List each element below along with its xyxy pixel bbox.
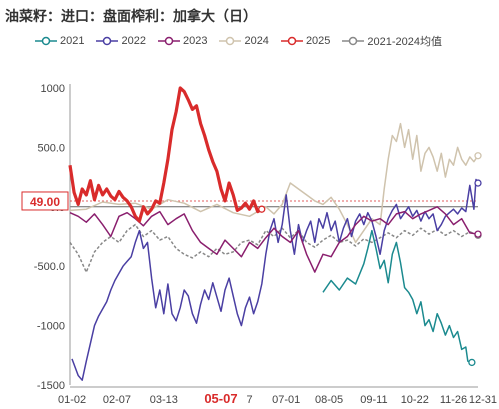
x-tick-label: 02-07 [103,394,131,406]
legend-label: 2025 [305,35,331,47]
x-tick-label: 11-26 [440,394,467,406]
current-value-label: 49.00 [30,195,60,209]
legend-label: 2024 [244,35,269,47]
series-group [68,86,482,381]
legend-item-2021-2024均值[interactable]: 2021-2024均值 [342,33,442,49]
legend-marker-icon [219,36,242,46]
legend-label: 2023 [182,35,208,47]
series-line-2021-2024均值 [69,223,479,273]
series-end-point [468,358,476,367]
series-line-2022 [71,178,479,381]
legend-item-2023[interactable]: 2023 [157,35,208,47]
y-tick-label: 1000 [41,83,65,95]
x-tick-label: 10-22 [401,394,429,406]
x-tick-label: 12-31 [469,394,497,406]
legend-marker-icon [35,36,57,46]
x-tick-label-highlighted: 05-07 [204,391,237,406]
series-line-2021 [322,229,473,364]
x-tick-label: 03-13 [150,394,178,406]
x-tick-label: 07-01 [272,394,300,406]
y-tick-label: -1500 [37,380,65,392]
y-tick-label: -1000 [37,321,65,333]
legend-marker-icon [157,36,180,46]
x-tick-label: 09-11 [360,394,387,406]
x-tick-label: 01-02 [58,394,86,406]
axis-labels: 1000500.00.0-500.0-1000-150001-0202-0703… [21,83,497,406]
legend-item-2021[interactable]: 2021 [35,35,84,47]
axes [69,84,478,388]
legend-marker-icon [342,36,365,46]
x-tick-label: 08-05 [315,394,343,406]
legend-item-2022[interactable]: 2022 [96,35,146,47]
series-line-2025 [68,86,263,223]
current-value-badge [21,191,69,211]
series-end-point [474,230,482,238]
legend-item-2025[interactable]: 2025 [280,35,331,47]
legend-label: 2022 [121,35,146,47]
y-tick-label: -500.0 [34,261,65,273]
legend-label: 2021 [60,35,85,47]
legend-marker-icon [96,36,119,46]
legend-label: 2021-2024均值 [367,36,443,48]
chart-title: 油菜籽：进口：盘面榨利：加拿大（日） [5,9,257,25]
y-tick-label: 500.0 [37,142,65,154]
x-tick-label: 7 [246,394,252,406]
legend-item-2024[interactable]: 2024 [219,35,269,47]
legend-marker-icon [280,36,303,46]
series-line-2024 [69,122,479,244]
legend: 2021 2022 2023 2024 2025 2021-2024均值 [35,33,454,49]
series-end-point [258,205,266,213]
series-end-point [474,179,482,187]
series-line-2023 [69,206,479,273]
series-end-point [474,152,482,160]
